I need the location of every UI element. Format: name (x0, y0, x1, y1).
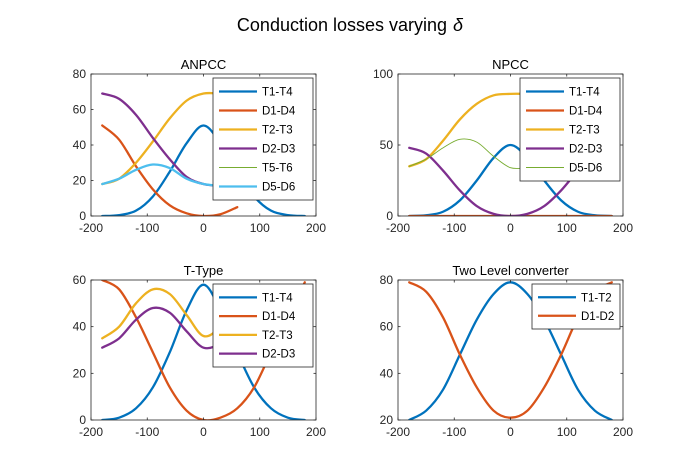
x-tick-label: -100 (135, 425, 159, 439)
figure-title-text: Conduction losses varying (237, 15, 447, 35)
legend-label-t2-t3: T2-T3 (569, 125, 600, 137)
legend-label-d1-d4: D1-D4 (262, 311, 296, 323)
x-tick-label: -100 (442, 221, 466, 235)
legend-label-d1-d4: D1-D4 (569, 106, 603, 118)
legend-label-d2-d3: D2-D3 (262, 349, 295, 361)
series-line-t1-t4 (101, 283, 306, 420)
x-tick-label: -100 (135, 221, 159, 235)
chart-title: Two Level converter (452, 263, 569, 278)
x-tick-label: 200 (613, 221, 633, 235)
x-tick-label: 100 (557, 221, 577, 235)
y-tick-label: 20 (73, 366, 87, 380)
chart-panel-npcc: NPCC -200 -100 0 100 200 0 50 100 T1-T4 D1-D4 T2-T3… (373, 57, 633, 235)
y-tick-label: 60 (73, 103, 87, 117)
y-tick-label: 60 (380, 320, 394, 334)
y-tick-label: 40 (73, 138, 87, 152)
y-tick-label: 60 (73, 273, 87, 287)
y-tick-label: 0 (386, 209, 393, 223)
x-tick-label: 100 (250, 425, 270, 439)
y-tick-label: 80 (380, 273, 394, 287)
y-tick-label: 50 (380, 138, 394, 152)
series-group (101, 91, 306, 216)
x-tick-label: -200 (386, 425, 410, 439)
chart-panel-anpcc: ANPCC-200 -100 0 100 200020406080T1-T4D1-D4T… (73, 57, 327, 235)
legend-label-t1-t2: T1-T2 (581, 292, 612, 304)
x-tick-label: 0 (200, 221, 207, 235)
chart-panel-two-level-converter: Two Level converter -200 -100 0 100 200 20 40 60… (380, 263, 634, 439)
legend-label-t1-t4: T1-T4 (262, 87, 293, 99)
y-tick-label: 40 (380, 366, 394, 380)
legend: T1-T4 D1-D4 T2-T3 D2-D3 T5-T6 D5-D6 (212, 77, 314, 201)
y-tick-label: 20 (380, 413, 394, 427)
x-tick-label: -100 (442, 425, 466, 439)
legend-label-d2-d3: D2-D3 (262, 144, 295, 156)
x-tick-label: 200 (306, 221, 326, 235)
legend-label-t2-t3: T2-T3 (262, 330, 293, 342)
x-tick-label: 0 (200, 425, 207, 439)
legend-label-t1-t4: T1-T4 (569, 87, 600, 99)
x-tick-label: 100 (557, 425, 577, 439)
legend-label-t2-t3: T2-T3 (262, 125, 293, 137)
series-line-t1-t4 (101, 124, 306, 216)
x-tick-label: 0 (507, 221, 514, 235)
x-tick-label: -200 (79, 425, 103, 439)
x-tick-label: 100 (250, 221, 270, 235)
x-tick-label: 200 (306, 425, 326, 439)
legend-label-t1-t4: T1-T4 (262, 292, 293, 304)
chart-panel-t-type: T-Type -200 -100 0 100 200 0 20 40 60 T1-T4 D1-D4 T2… (73, 263, 327, 439)
legend-label-d5-d6: D5-D6 (569, 163, 602, 175)
y-tick-label: 80 (73, 67, 87, 81)
x-tick-label: 0 (507, 425, 514, 439)
y-tick-label: 0 (79, 209, 86, 223)
legend-box (531, 283, 621, 330)
series-line-d1-d4 (101, 124, 239, 216)
legend: T1-T4 D1-D4 T2-T3 D2-D3 D5-D6 (519, 77, 621, 182)
y-tick-label: 40 (73, 320, 87, 334)
chart-title: T-Type (184, 263, 224, 278)
legend-label-t5-t6: T5-T6 (262, 163, 293, 175)
y-tick-label: 0 (79, 413, 86, 427)
x-tick-label: -200 (386, 221, 410, 235)
x-tick-label: 200 (613, 425, 633, 439)
figure-title-delta-symbol: δ (453, 15, 464, 35)
chart-title: NPCC (492, 57, 529, 72)
legend: T1-T4 D1-D4 T2-T3 D2-D3 (212, 283, 314, 368)
series-line-t1-t4 (408, 143, 613, 216)
figure-title: Conduction losses varying δ (237, 15, 464, 35)
chart-title: ANPCC (181, 57, 227, 72)
y-tick-label: 100 (373, 67, 393, 81)
legend: T1-T2 D1-D2 (531, 283, 621, 330)
legend-label-d1-d2: D1-D2 (581, 311, 614, 323)
legend-label-d5-d6: D5-D6 (262, 182, 295, 194)
legend-label-d2-d3: D2-D3 (569, 144, 602, 156)
legend-label-d1-d4: D1-D4 (262, 106, 296, 118)
x-tick-label: -200 (79, 221, 103, 235)
legend-box (212, 77, 314, 201)
y-tick-label: 20 (73, 174, 87, 188)
